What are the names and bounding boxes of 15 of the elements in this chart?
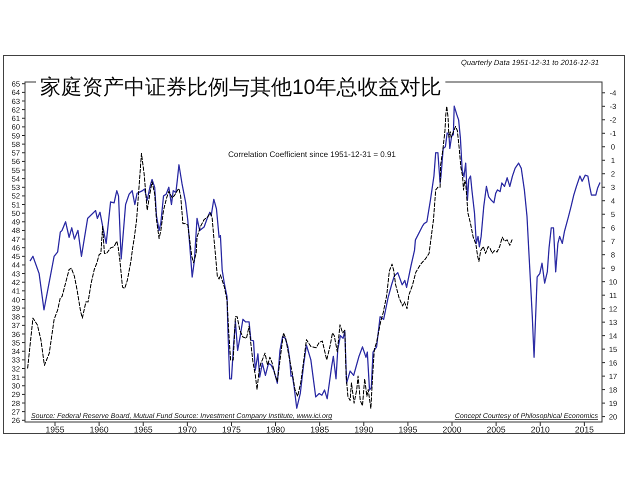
x-tick-label: 1985 [310, 424, 330, 434]
x-tick-label: 1960 [90, 424, 109, 434]
x-tick-label: 1965 [134, 424, 153, 434]
x-tick-label: 2010 [530, 424, 550, 434]
annotation: Correlation Coefficient since 1951-12-31 = 0.91 [228, 150, 396, 159]
x-tick-label: 1995 [398, 424, 418, 434]
x-tick-label: 2000 [442, 424, 462, 434]
x-tick-label: 2005 [486, 424, 506, 434]
x-tick-label: 1990 [354, 424, 374, 434]
x-tick-label: 1980 [266, 424, 286, 434]
x-tick-label: 1955 [46, 424, 64, 434]
title: 家庭资产中证券比例与其他10年总收益对比 [36, 75, 446, 100]
x-tick-label: 1975 [222, 424, 241, 434]
x-tick-label: 2015 [574, 424, 594, 434]
x-tick-label: 1970 [178, 424, 197, 434]
